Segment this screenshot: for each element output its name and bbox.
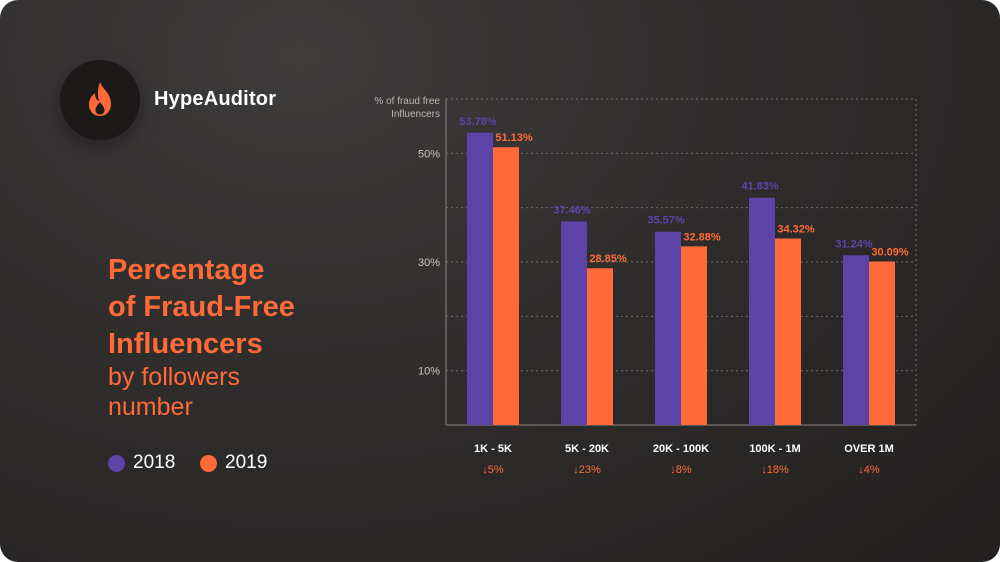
chart-subtitle: by followers number	[108, 362, 368, 422]
y-tick-label: 30%	[418, 257, 440, 269]
y-axis-label-line: % of fraud free	[374, 96, 440, 107]
bar-2018	[749, 197, 775, 425]
legend-label-2018: 2018	[133, 452, 176, 473]
title-line: Influencers	[108, 328, 263, 360]
bar-2019	[775, 238, 801, 425]
x-tick-label: 1K - 5K	[474, 443, 512, 455]
brand-name: HypeAuditor	[154, 88, 277, 110]
bar-2018	[561, 221, 587, 425]
logo-badge	[60, 60, 140, 140]
data-label-2018: 31.24%	[835, 238, 873, 250]
bar-2019	[681, 246, 707, 425]
legend-label-2019: 2019	[225, 452, 268, 473]
data-label-2018: 35.57%	[647, 215, 685, 227]
chart-title: Percentage of Fraud-Free Influencers	[108, 252, 368, 363]
x-tick-label: 5K - 20K	[565, 443, 609, 455]
subtitle-line: number	[108, 393, 193, 421]
y-axis-label-line: Influencers	[391, 109, 440, 120]
bar-2019	[587, 268, 613, 425]
legend-item-2019: 2019	[200, 451, 267, 475]
subtitle-line: by followers	[108, 363, 240, 391]
x-tick-label: 20K - 100K	[653, 443, 709, 455]
legend-swatch-2019	[200, 454, 217, 472]
change-label: ↓8%	[670, 464, 692, 476]
data-label-2019: 34.32%	[777, 224, 815, 236]
y-tick-label: 50%	[418, 148, 440, 160]
bar-2018	[467, 132, 493, 425]
data-label-2019: 32.88%	[683, 231, 721, 243]
x-tick-label: OVER 1M	[844, 443, 894, 455]
bar-2019	[493, 147, 519, 425]
bar-2018	[843, 255, 869, 425]
legend-item-2018: 2018	[108, 451, 175, 475]
bar-2018	[655, 231, 681, 425]
legend-swatch-2018	[108, 454, 125, 472]
y-tick-label: 10%	[418, 366, 440, 378]
x-tick-label: 100K - 1M	[749, 443, 800, 455]
data-label-2019: 30.09%	[871, 247, 909, 259]
data-label-2019: 28.85%	[589, 253, 627, 265]
change-label: ↓18%	[761, 464, 789, 476]
data-label-2018: 53.78%	[459, 116, 497, 128]
title-line: of Fraud-Free	[108, 291, 295, 323]
data-label-2018: 37.46%	[553, 204, 591, 216]
change-label: ↓23%	[573, 464, 601, 476]
flame-icon	[89, 82, 111, 116]
change-label: ↓4%	[858, 464, 880, 476]
bar-2019	[869, 261, 895, 425]
change-label: ↓5%	[482, 464, 504, 476]
title-line: Percentage	[108, 254, 265, 286]
data-label-2018: 41.83%	[741, 181, 779, 193]
data-label-2019: 51.13%	[495, 132, 533, 144]
